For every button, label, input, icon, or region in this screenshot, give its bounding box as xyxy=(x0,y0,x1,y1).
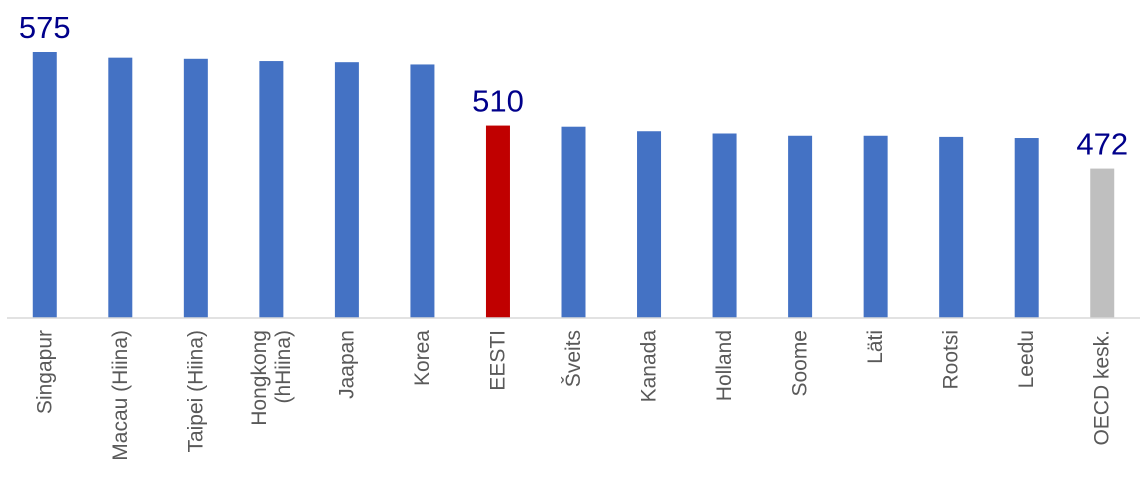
x-tick-label: Rootsi xyxy=(940,330,963,390)
data-label: 510 xyxy=(472,84,524,119)
bar-korea xyxy=(410,64,435,318)
x-tick-labels-group: Singapur Macau (Hiina) Taipei (Hiina) Hongk… xyxy=(33,330,1113,461)
bar-oecd-kesk- xyxy=(1090,168,1115,318)
x-tick-label: Taipei (Hiina) xyxy=(184,330,207,453)
x-tick-label: Kanada xyxy=(638,330,661,403)
x-tick-label-line: Läti xyxy=(864,330,887,364)
x-tick-label: EESTI xyxy=(486,330,509,391)
bar-eesti xyxy=(485,125,510,319)
x-tick-label-line: Hongkong xyxy=(248,330,271,426)
bar-holland xyxy=(712,133,737,318)
data-label: 472 xyxy=(1076,127,1128,162)
x-tick-label: Singapur xyxy=(33,330,56,414)
x-tick-label: Korea xyxy=(411,330,434,386)
bar-šveits xyxy=(561,126,586,318)
bar-macau-hiina- xyxy=(108,57,133,318)
x-tick-label-line: Singapur xyxy=(33,330,56,414)
bar-taipei-hiina- xyxy=(183,58,208,318)
x-tick-label: Läti xyxy=(864,330,887,364)
x-tick-label-line: Korea xyxy=(411,330,434,386)
bar-rootsi xyxy=(939,136,964,318)
x-tick-label-line: Kanada xyxy=(638,330,661,403)
bar-singapur xyxy=(32,52,57,318)
bars-group xyxy=(32,52,1115,319)
x-tick-label: Soome xyxy=(789,330,812,397)
bar-leedu xyxy=(1014,138,1039,318)
x-tick-label: Macau (Hiina) xyxy=(109,330,132,461)
x-tick-label-line: Šveits xyxy=(562,330,585,387)
bar-soome xyxy=(788,135,813,318)
bar-jaapan xyxy=(334,62,359,319)
x-tick-label: Jaapan xyxy=(335,330,358,399)
x-tick-label-line: Soome xyxy=(789,330,812,397)
data-labels-group: 575 510 472 xyxy=(19,10,1128,162)
x-tick-label-line: Taipei (Hiina) xyxy=(184,330,207,453)
x-tick-label: OECD kesk. xyxy=(1091,330,1114,446)
x-tick-label-line: Rootsi xyxy=(940,330,963,390)
x-tick-label-line: (hHiina) xyxy=(272,330,295,404)
x-tick-label-line: OECD kesk. xyxy=(1091,330,1114,446)
x-tick-label-line: Leedu xyxy=(1015,330,1038,388)
x-tick-label: Šveits xyxy=(562,330,585,387)
bar-läti xyxy=(863,135,888,318)
x-tick-label-line: Macau (Hiina) xyxy=(109,330,132,461)
data-label: 575 xyxy=(19,10,71,45)
x-tick-label-line: Holland xyxy=(713,330,736,401)
x-tick-label-line: Jaapan xyxy=(335,330,358,399)
x-tick-label: Hongkong (hHiina) xyxy=(248,330,295,426)
x-tick-label-line: EESTI xyxy=(486,330,509,391)
x-tick-label: Holland xyxy=(713,330,736,401)
x-tick-label: Leedu xyxy=(1015,330,1038,388)
bar-hongkong-hhiina- xyxy=(259,61,284,318)
bar-kanada xyxy=(637,131,662,318)
